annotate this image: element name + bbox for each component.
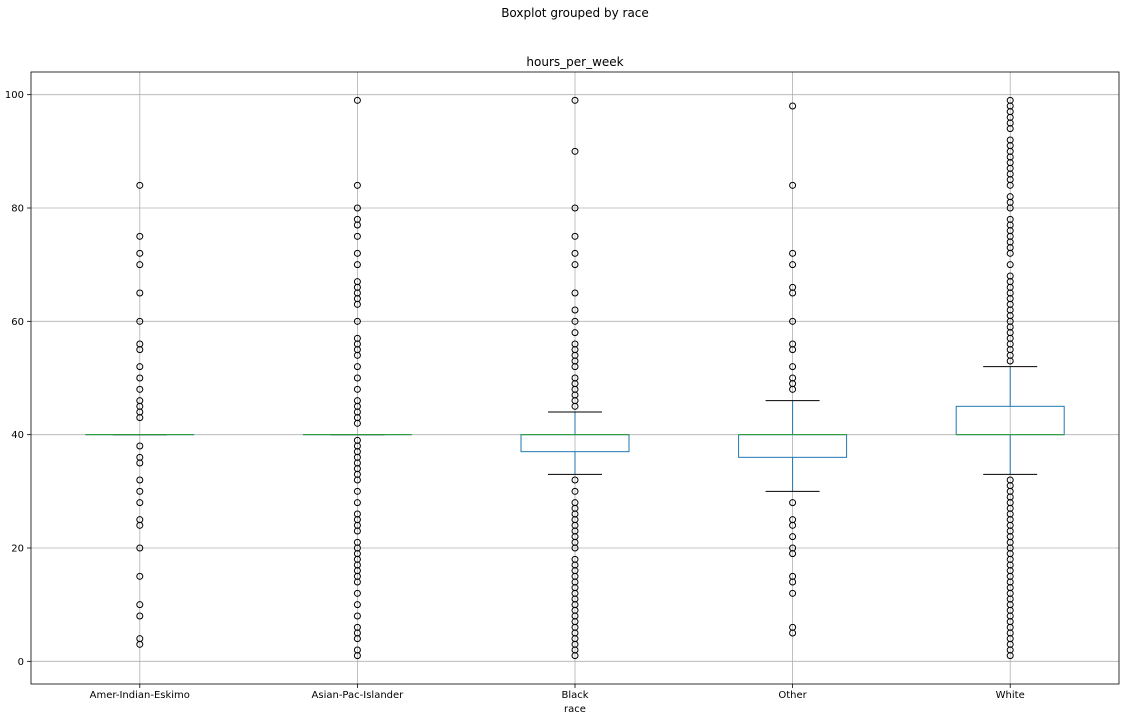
- y-tick-label: 100: [5, 90, 24, 101]
- x-tick-label: Other: [778, 690, 807, 701]
- x-tick-label: Asian-Pac-Islander: [312, 690, 405, 701]
- y-tick-label: 60: [11, 317, 24, 328]
- x-tick-label: White: [996, 690, 1025, 701]
- y-axis: 0 20 40 60 80 100: [5, 90, 31, 668]
- x-axis: Amer-Indian-Eskimo Asian-Pac-Islander Blac…: [90, 684, 1025, 701]
- x-tick-label: Black: [561, 690, 588, 701]
- grid-layer: [31, 72, 1119, 684]
- y-tick-label: 0: [18, 657, 24, 668]
- y-tick-label: 20: [11, 544, 24, 555]
- x-axis-label: race: [564, 704, 586, 715]
- x-tick-label: Amer-Indian-Eskimo: [90, 690, 190, 701]
- y-tick-label: 80: [11, 204, 24, 215]
- chart-suptitle: Boxplot grouped by race: [501, 6, 649, 20]
- chart-title: hours_per_week: [526, 55, 623, 69]
- y-tick-label: 40: [11, 430, 24, 441]
